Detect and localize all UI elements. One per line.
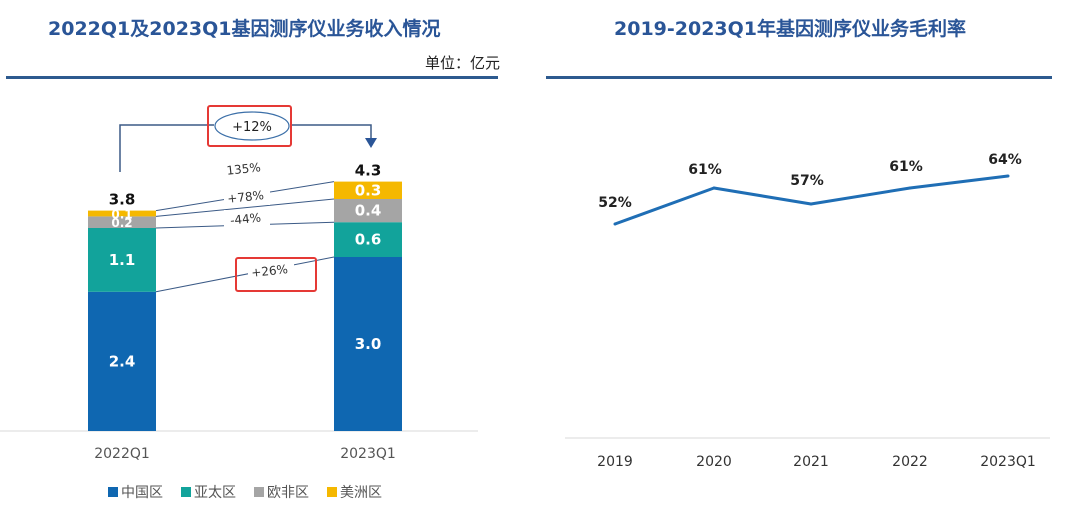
line-chart: 52% 2019 61% 2020 57% 2021 61% 2022 64% 2023Q1 — [565, 152, 1050, 470]
bar-value-label: 0.6 — [355, 231, 382, 249]
bar-value-label: 0.2 — [111, 216, 132, 230]
bar-value-label: 0.1 — [111, 208, 132, 222]
arrow-down-icon — [365, 138, 377, 148]
bar-segment-2 — [334, 199, 402, 223]
data-label: 61% — [688, 162, 722, 178]
bar-value-label: 0.3 — [355, 181, 382, 199]
legend-item-china: 中国区 — [108, 482, 163, 502]
bar-segment-0 — [334, 257, 402, 431]
revenue-chart-title: 2022Q1及2023Q1基因测序仪业务收入情况 — [48, 18, 441, 40]
x-tick-label: 2019 — [597, 454, 633, 470]
legend-swatch — [254, 487, 264, 497]
bar-value-label: 2.4 — [109, 352, 136, 370]
segment-growth-label: +78% — [227, 188, 265, 206]
legend-label: 美洲区 — [340, 485, 382, 501]
revenue-chart-panel: 2022Q1及2023Q1基因测序仪业务收入情况 单位：亿元 2.4 1.1 0.2… — [0, 18, 500, 502]
growth-label-bg — [248, 262, 294, 279]
legend-swatch — [108, 487, 118, 497]
legend-swatch — [181, 487, 191, 497]
margin-chart-title: 2019-2023Q1年基因测序仪业务毛利率 — [614, 18, 967, 40]
growth-connector-line — [155, 198, 335, 217]
data-label: 57% — [790, 173, 824, 189]
x-tick-label: 2022Q1 — [94, 446, 150, 462]
data-point — [908, 186, 912, 190]
bar-total-label: 4.3 — [355, 162, 382, 180]
x-tick-label: 2021 — [793, 454, 829, 470]
title-divider — [6, 76, 498, 79]
legend-label: 亚太区 — [194, 485, 236, 501]
growth-bracket-right — [292, 124, 372, 138]
bar-segment-3 — [88, 210, 156, 217]
bar-segment-3 — [334, 181, 402, 199]
bar-segment-1 — [334, 222, 402, 257]
growth-connector-line — [155, 256, 335, 293]
bar-segment-0 — [88, 291, 156, 431]
title-divider — [546, 76, 1052, 79]
legend-item-americas: 美洲区 — [327, 482, 382, 502]
segment-growth-label: 135% — [226, 160, 262, 178]
x-tick-label: 2020 — [696, 454, 732, 470]
data-label: 52% — [598, 195, 632, 211]
bar-value-label: 1.1 — [109, 251, 136, 269]
stacked-bar-chart: 2.4 1.1 0.20.13.8 2022Q1 3.0 0.6 0.4 0.34.3 2023… — [0, 105, 478, 462]
growth-bracket-left — [119, 124, 214, 172]
total-growth-label: +12% — [232, 120, 272, 135]
x-tick-label: 2023Q1 — [980, 454, 1036, 470]
bar-segment-2 — [88, 216, 156, 228]
legend-label: 欧非区 — [267, 485, 309, 501]
highlight-box — [207, 105, 292, 147]
bar-value-label: 3.0 — [355, 335, 382, 353]
segment-growth-label: +26% — [251, 262, 289, 280]
legend: 中国区 亚太区 欧非区 美洲区 — [108, 482, 382, 502]
bar-total-label: 3.8 — [109, 191, 136, 209]
legend-item-apac: 亚太区 — [181, 482, 236, 502]
x-tick-label: 2023Q1 — [340, 446, 396, 462]
data-label: 64% — [988, 152, 1022, 168]
legend-item-emea: 欧非区 — [254, 482, 309, 502]
bar-value-label: 0.4 — [355, 202, 382, 220]
growth-label-bg — [224, 210, 270, 227]
growth-ellipse — [214, 111, 290, 141]
data-point — [712, 186, 716, 190]
margin-chart-panel: 2019-2023Q1年基因测序仪业务毛利率 52% 2019 61% 2020 57%… — [540, 0, 1080, 520]
data-point — [613, 222, 617, 226]
bar-segment-1 — [88, 228, 156, 292]
data-label: 61% — [889, 159, 923, 175]
highlight-box — [235, 257, 317, 292]
legend-swatch — [327, 487, 337, 497]
legend-label: 中国区 — [121, 485, 163, 501]
x-tick-label: 2022 — [892, 454, 928, 470]
growth-label-bg — [224, 188, 270, 205]
data-point — [1006, 174, 1010, 178]
segment-growth-label: -44% — [229, 210, 261, 227]
growth-label-bg — [222, 160, 268, 177]
data-point — [809, 202, 813, 206]
unit-label: 单位：亿元 — [424, 54, 500, 72]
